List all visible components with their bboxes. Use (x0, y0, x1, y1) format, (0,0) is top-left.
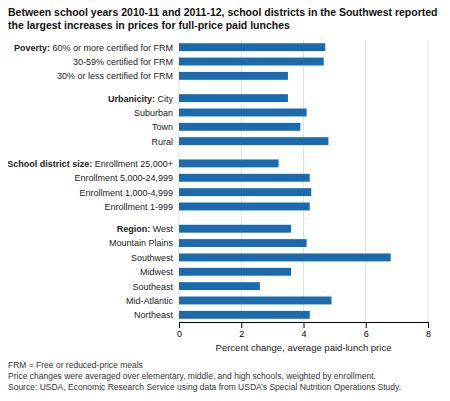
footnote: FRM = Free or reduced-price meals (8, 360, 442, 371)
category-item-label: West (150, 224, 173, 234)
x-tick-mark (428, 322, 429, 328)
x-axis-line (180, 323, 429, 329)
x-axis: 0 2 4 6 8 (177, 322, 431, 339)
grid (179, 40, 428, 322)
y-tick: 30-59% certified for FRM (73, 57, 173, 67)
y-tick: Rural (151, 137, 173, 147)
category-label: Mountain Plains (109, 239, 174, 249)
category-label: Suburban (134, 108, 173, 118)
y-tick: School district size: Enrollment 25,000+ (8, 159, 173, 169)
category-label: Rural (151, 137, 173, 147)
category-label: Enrollment 5,000-24,999 (74, 173, 173, 183)
bar (179, 58, 324, 66)
grid-line (428, 40, 429, 322)
category-label: Southwest (131, 253, 174, 263)
bar (179, 72, 288, 80)
x-tick-label: 6 (364, 330, 369, 340)
bar (179, 94, 288, 102)
x-tick-label: 8 (426, 330, 431, 340)
category-group-label: Urbanicity: (108, 94, 155, 104)
page: Between school years 2010-11 and 2011-12… (0, 0, 450, 401)
x-tick: 4 (301, 322, 306, 339)
footnotes: FRM = Free or reduced-price mealsPrice c… (8, 360, 442, 393)
category-group-label: Poverty: (14, 43, 50, 53)
category-item-label: City (155, 94, 174, 104)
plot-root: Poverty: 60% or more certified for FRM 30… (8, 40, 431, 353)
category-label: Northeast (134, 310, 174, 320)
x-tick-mark (366, 322, 367, 328)
x-tick-label: 0 (177, 330, 182, 340)
x-tick: 6 (364, 322, 369, 339)
category-label: 30-59% certified for FRM (73, 57, 173, 67)
footnote: Source: USDA, Economic Research Service … (8, 382, 442, 393)
x-axis-title: Percent change, average paid-lunch price (216, 342, 392, 353)
y-tick: Mountain Plains (109, 239, 174, 249)
category-group-label: Region: (117, 224, 151, 234)
category-group-label: School district size: (8, 159, 92, 169)
y-axis: Poverty: 60% or more certified for FRM 30… (8, 43, 174, 321)
category-label: Region: West (117, 224, 174, 234)
bar (179, 282, 260, 290)
bar (179, 254, 391, 262)
bar (179, 174, 310, 182)
category-item-label: Enrollment 25,000+ (92, 159, 173, 169)
bar (179, 225, 291, 233)
y-tick: Poverty: 60% or more certified for FRM (14, 43, 173, 53)
category-label: Town (152, 122, 173, 132)
bar (179, 268, 291, 276)
y-tick: Southeast (132, 282, 173, 292)
bar (179, 311, 310, 319)
title: Between school years 2010-11 and 2011-12… (8, 6, 442, 32)
category-label: Enrollment 1,000-4,999 (79, 188, 173, 198)
x-tick: 2 (239, 322, 244, 339)
bar (179, 123, 300, 131)
y-tick: Region: West (117, 224, 174, 234)
category-label: School district size: Enrollment 25,000+ (8, 159, 173, 169)
y-tick: Enrollment 1,000-4,999 (79, 188, 173, 198)
category-label: Enrollment 1-999 (104, 202, 173, 212)
y-tick: Midwest (140, 267, 174, 277)
y-tick: Enrollment 1-999 (104, 202, 173, 212)
y-tick: Urbanicity: City (108, 94, 174, 104)
x-tick-mark (241, 322, 242, 328)
x-tick: 8 (426, 322, 431, 339)
bars (179, 43, 391, 319)
x-tick-label: 2 (239, 330, 244, 340)
category-label: Midwest (140, 267, 174, 277)
bar (179, 43, 325, 51)
bar (179, 160, 279, 168)
category-label: Urbanicity: City (108, 94, 174, 104)
category-label: Mid-Atlantic (126, 296, 174, 306)
category-label: 30% or less certified for FRM (57, 72, 173, 82)
chart: Poverty: 60% or more certified for FRM 30… (8, 36, 442, 356)
category-label: Poverty: 60% or more certified for FRM (14, 43, 173, 53)
bar (179, 188, 311, 196)
bar (179, 109, 307, 117)
grid-line (365, 40, 366, 322)
bar (179, 203, 310, 211)
x-tick: 0 (177, 322, 182, 339)
y-tick: Enrollment 5,000-24,999 (74, 173, 173, 183)
y-tick: Town (152, 122, 173, 132)
bar (179, 297, 332, 305)
x-tick-mark (179, 322, 180, 328)
category-item-label: 60% or more certified for FRM (50, 43, 173, 53)
category-label: Southeast (132, 282, 173, 292)
x-tick-label: 4 (301, 330, 306, 340)
y-tick: Mid-Atlantic (126, 296, 174, 306)
footnote: Price changes were averaged over element… (8, 371, 442, 382)
x-tick-mark (304, 322, 305, 328)
bar (179, 239, 307, 247)
bar (179, 137, 328, 145)
y-tick: Southwest (131, 253, 174, 263)
y-tick: Suburban (134, 108, 173, 118)
y-tick: 30% or less certified for FRM (57, 72, 173, 82)
y-tick: Northeast (134, 310, 174, 320)
